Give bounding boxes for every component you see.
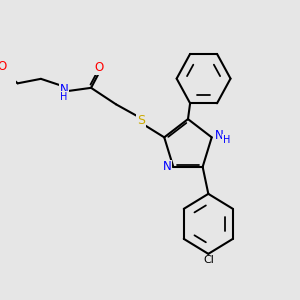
Text: Cl: Cl: [203, 256, 214, 266]
Text: N: N: [60, 82, 68, 95]
Text: N: N: [214, 129, 223, 142]
Text: H: H: [60, 92, 67, 102]
Text: O: O: [0, 60, 7, 73]
Text: O: O: [94, 61, 103, 74]
Text: S: S: [137, 114, 145, 127]
Text: N: N: [163, 160, 171, 173]
Text: H: H: [223, 135, 230, 145]
